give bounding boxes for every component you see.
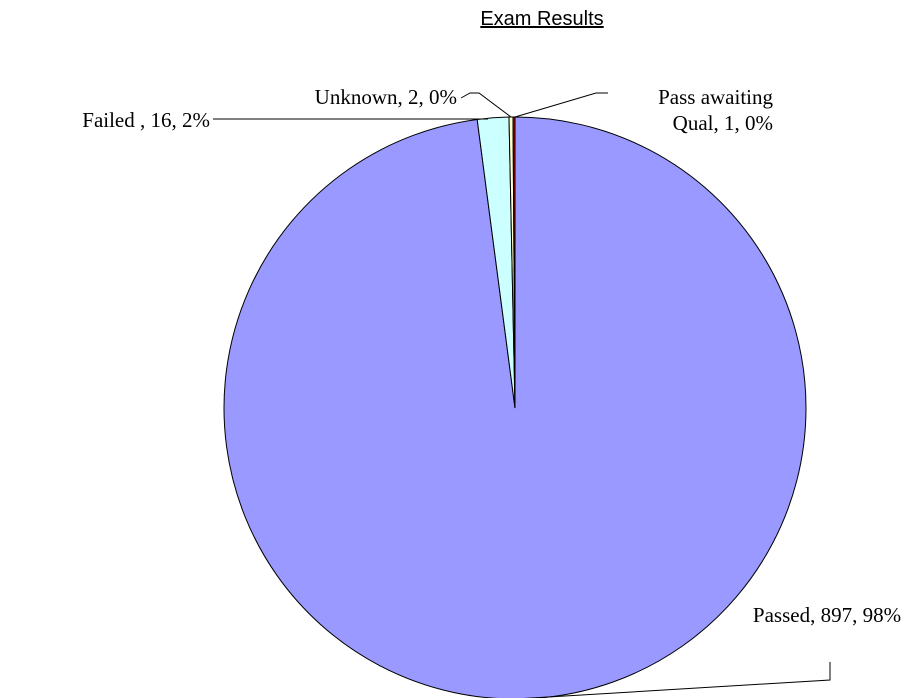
pie-slice — [512, 116, 516, 409]
data-label: Failed , 16, 2% — [82, 108, 210, 132]
data-label: Unknown, 2, 0% — [314, 85, 457, 109]
leader-line — [460, 92, 512, 118]
data-label: Pass awaiting Qual, 1, 0% — [658, 85, 773, 135]
data-label: Passed, 897, 98% — [752, 603, 902, 627]
leader-line — [523, 662, 831, 698]
leader-line — [514, 92, 608, 118]
chart-title: Exam Results — [480, 8, 604, 30]
